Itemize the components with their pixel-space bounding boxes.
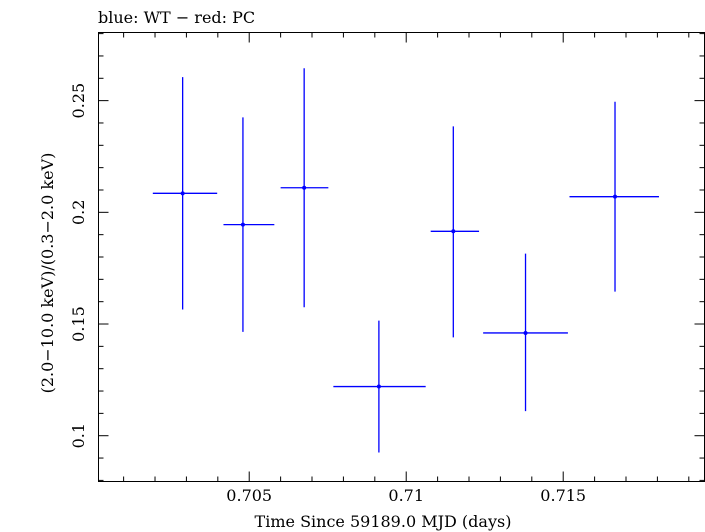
data-point [569,101,659,292]
y-tick-label: 0.25 [69,83,88,119]
point-marker [523,330,528,335]
point-marker [376,384,381,389]
data-points [152,68,659,453]
y-tick-label: 0.2 [69,200,88,225]
data-point [223,117,275,332]
point-marker [180,191,185,196]
data-point [483,253,568,412]
data-point [333,320,426,453]
point-marker [240,222,245,227]
x-axis-label: Time Since 59189.0 MJD (days) [255,512,512,531]
point-marker [451,229,456,234]
y-tick-label: 0.15 [69,306,88,342]
data-point [430,126,480,338]
chart-title: blue: WT − red: PC [98,8,255,27]
axis-tick-labels: 0.705 0.71 0.715 0.1 0.15 0.2 0.25 [69,83,586,505]
point-marker [302,185,307,190]
point-marker [613,194,618,199]
x-tick-label: 0.715 [540,486,586,505]
x-tick-label: 0.71 [388,486,424,505]
data-point [152,77,218,310]
y-tick-label: 0.1 [69,423,88,448]
axis-ticks [98,32,705,482]
x-tick-label: 0.705 [226,486,272,505]
plot-frame [98,32,705,482]
data-point [280,68,329,308]
y-axis-label: (2.0−10.0 keV)/(0.3−2.0 keV) [38,153,57,394]
